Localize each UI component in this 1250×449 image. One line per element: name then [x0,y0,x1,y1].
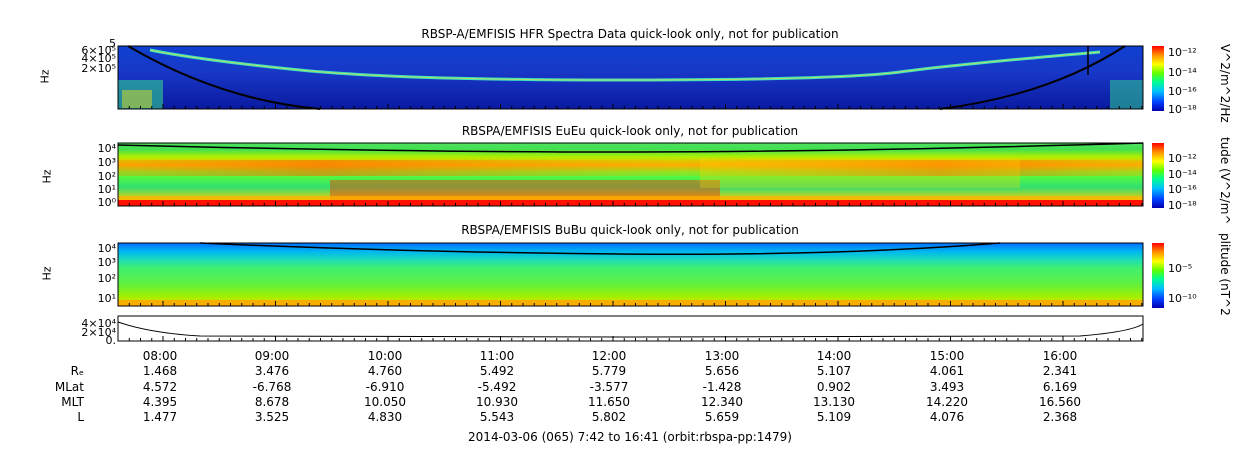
ephemeris-cell: -3.577 [589,380,629,394]
panel1-ytick-top: 5 [109,37,116,50]
panel2-cb-tick-3: 10⁻¹⁸ [1168,199,1197,212]
ephemeris-cell: 5.543 [479,410,515,424]
ephemeris-cell: 5.779 [591,364,627,378]
panel3-cb-tick-1: 10⁻¹⁰ [1168,292,1197,305]
panel1-cb-tick-1: 10⁻¹⁴ [1168,66,1197,79]
panel2-colorbar-label: tude (V^2/m^ [1218,137,1232,225]
time-range-footer: 2014-03-06 (065) 7:42 to 16:41 (orbit:rb… [468,430,792,444]
ephemeris-cell: 5.109 [816,410,852,424]
panel3-spectrogram [117,242,1144,307]
ephemeris-cell: 5.492 [479,364,515,378]
ephemeris-cell: 5.656 [704,364,740,378]
ephemeris-cell: 5.802 [591,410,627,424]
ephemeris-cell: 2.368 [1042,410,1078,424]
panel1-cb-tick-0: 10⁻¹² [1168,46,1197,59]
panel2-y-ticks: 10⁴ 10³ 10² 10¹ 10⁰ [98,142,117,209]
panel1-cb-tick-3: 10⁻¹⁸ [1168,103,1197,116]
x-tick-label: 11:00 [479,349,515,363]
panel1-ytick-0: 6×10⁵ [81,44,116,57]
panel1-ytick-1: 4×10⁵ [81,52,116,65]
panel2-ytick-4: 10⁰ [98,196,117,209]
x-tick-label: 13:00 [704,349,740,363]
panel2-ytick-2: 10² [98,170,116,183]
x-tick-marks [117,104,1143,341]
x-tick-label: 14:00 [816,349,852,363]
panel2-ytick-3: 10¹ [98,183,116,196]
ephem-label-re: Rₑ [70,364,84,378]
ephemeris-cell: 4.572 [142,380,178,394]
ephemeris-cell: 10.930 [476,395,518,409]
panel1-ytick-2: 2×10⁵ [81,62,116,75]
panel3-cb-tick-0: 10⁻⁵ [1168,262,1192,275]
panel1-spectrogram [117,45,1144,110]
panel1-colorbar-label: V^2/m^2/Hz [1218,44,1232,123]
ephemeris-cell: 3.493 [929,380,965,394]
panel1-cb-tick-2: 10⁻¹⁶ [1168,85,1197,98]
ephemeris-cell: -5.492 [477,380,517,394]
panel3-y-ticks: 10⁴ 10³ 10² 10¹ [98,242,117,305]
ephemeris-cell: 5.107 [816,364,852,378]
ephemeris-cell: -1.428 [702,380,742,394]
ephemeris-cell: 11.650 [588,395,630,409]
panel3-ytick-1: 10³ [98,256,116,269]
panel4-ytick-1: 2×10⁴ [81,326,116,339]
ephem-label-mlat: MLat [54,380,84,394]
panel1-colorbar: 10⁻¹² 10⁻¹⁴ 10⁻¹⁶ 10⁻¹⁸ [1152,46,1197,116]
ephemeris-cell: 8.678 [254,395,290,409]
panel3-colorbar-label: plitude (nT^2 [1218,233,1232,316]
x-tick-label: 10:00 [367,349,403,363]
ephemeris-cell: 4.076 [929,410,965,424]
ephemeris-cell: 12.340 [701,395,743,409]
ephemeris-cell: 6.169 [1042,380,1078,394]
panel3-colorbar: 10⁻⁵ 10⁻¹⁰ [1152,243,1197,308]
panel2-cb-tick-2: 10⁻¹⁶ [1168,183,1197,196]
panel2-ytick-0: 10⁴ [98,142,117,155]
x-tick-label: 12:00 [591,349,627,363]
x-tick-label: 09:00 [254,349,290,363]
ephemeris-cell: 10.050 [364,395,406,409]
panel2-cb-tick-0: 10⁻¹² [1168,152,1197,165]
ephemeris-cell: 4.830 [367,410,403,424]
ephemeris-cell: 14.220 [926,395,968,409]
ephemeris-cell: 4.061 [929,364,965,378]
ephemeris-cell: 0.902 [816,380,852,394]
panel2-ytick-1: 10³ [98,156,116,169]
panel2-spectrogram [117,142,1144,207]
panel3-title: RBSPA/EMFISIS BuBu quick-look only, not … [461,223,799,237]
panel3-ytick-3: 10¹ [98,292,116,305]
x-tick-label: 16:00 [1042,349,1078,363]
panel1-y-ticks: 5 6×10⁵ 4×10⁵ 2×10⁵ [81,37,116,75]
ephemeris-cell: -6.768 [252,380,292,394]
ephemeris-cell: 1.468 [142,364,178,378]
ephemeris-cell: 3.525 [254,410,290,424]
x-tick-label: 08:00 [142,349,178,363]
panel4-line-plot [117,315,1144,342]
ephemeris-cell: 5.659 [704,410,740,424]
ephemeris-cell: 2.341 [1042,364,1078,378]
ephemeris-cell: 4.760 [367,364,403,378]
panel4-ytick-2: 0. [106,334,117,347]
panel2-colorbar: 10⁻¹² 10⁻¹⁴ 10⁻¹⁶ 10⁻¹⁸ [1152,143,1197,212]
x-tick-label: 15:00 [929,349,965,363]
ephemeris-cell: 16.560 [1039,395,1081,409]
ephem-label-mlt: MLT [61,395,84,409]
panel3-ytick-0: 10⁴ [98,242,117,255]
ephemeris-cell: 4.395 [142,395,178,409]
ephem-label-l: L [77,410,84,424]
ephemeris-cell: 3.476 [254,364,290,378]
panel4-y-ticks: 4×10⁴ 2×10⁴ 0. [81,317,116,347]
panel2-title: RBSPA/EMFISIS EuEu quick-look only, not … [461,124,799,138]
ephemeris-cell: -6.910 [365,380,405,394]
ephemeris-cell: 13.130 [813,395,855,409]
panel3-ytick-2: 10² [98,272,116,285]
panel1-title: RBSP-A/EMFISIS HFR Spectra Data quick-lo… [421,27,839,41]
ephemeris-cell: 1.477 [142,410,178,424]
panel4-ytick-0: 4×10⁴ [81,317,116,330]
panel2-cb-tick-1: 10⁻¹⁴ [1168,168,1197,181]
